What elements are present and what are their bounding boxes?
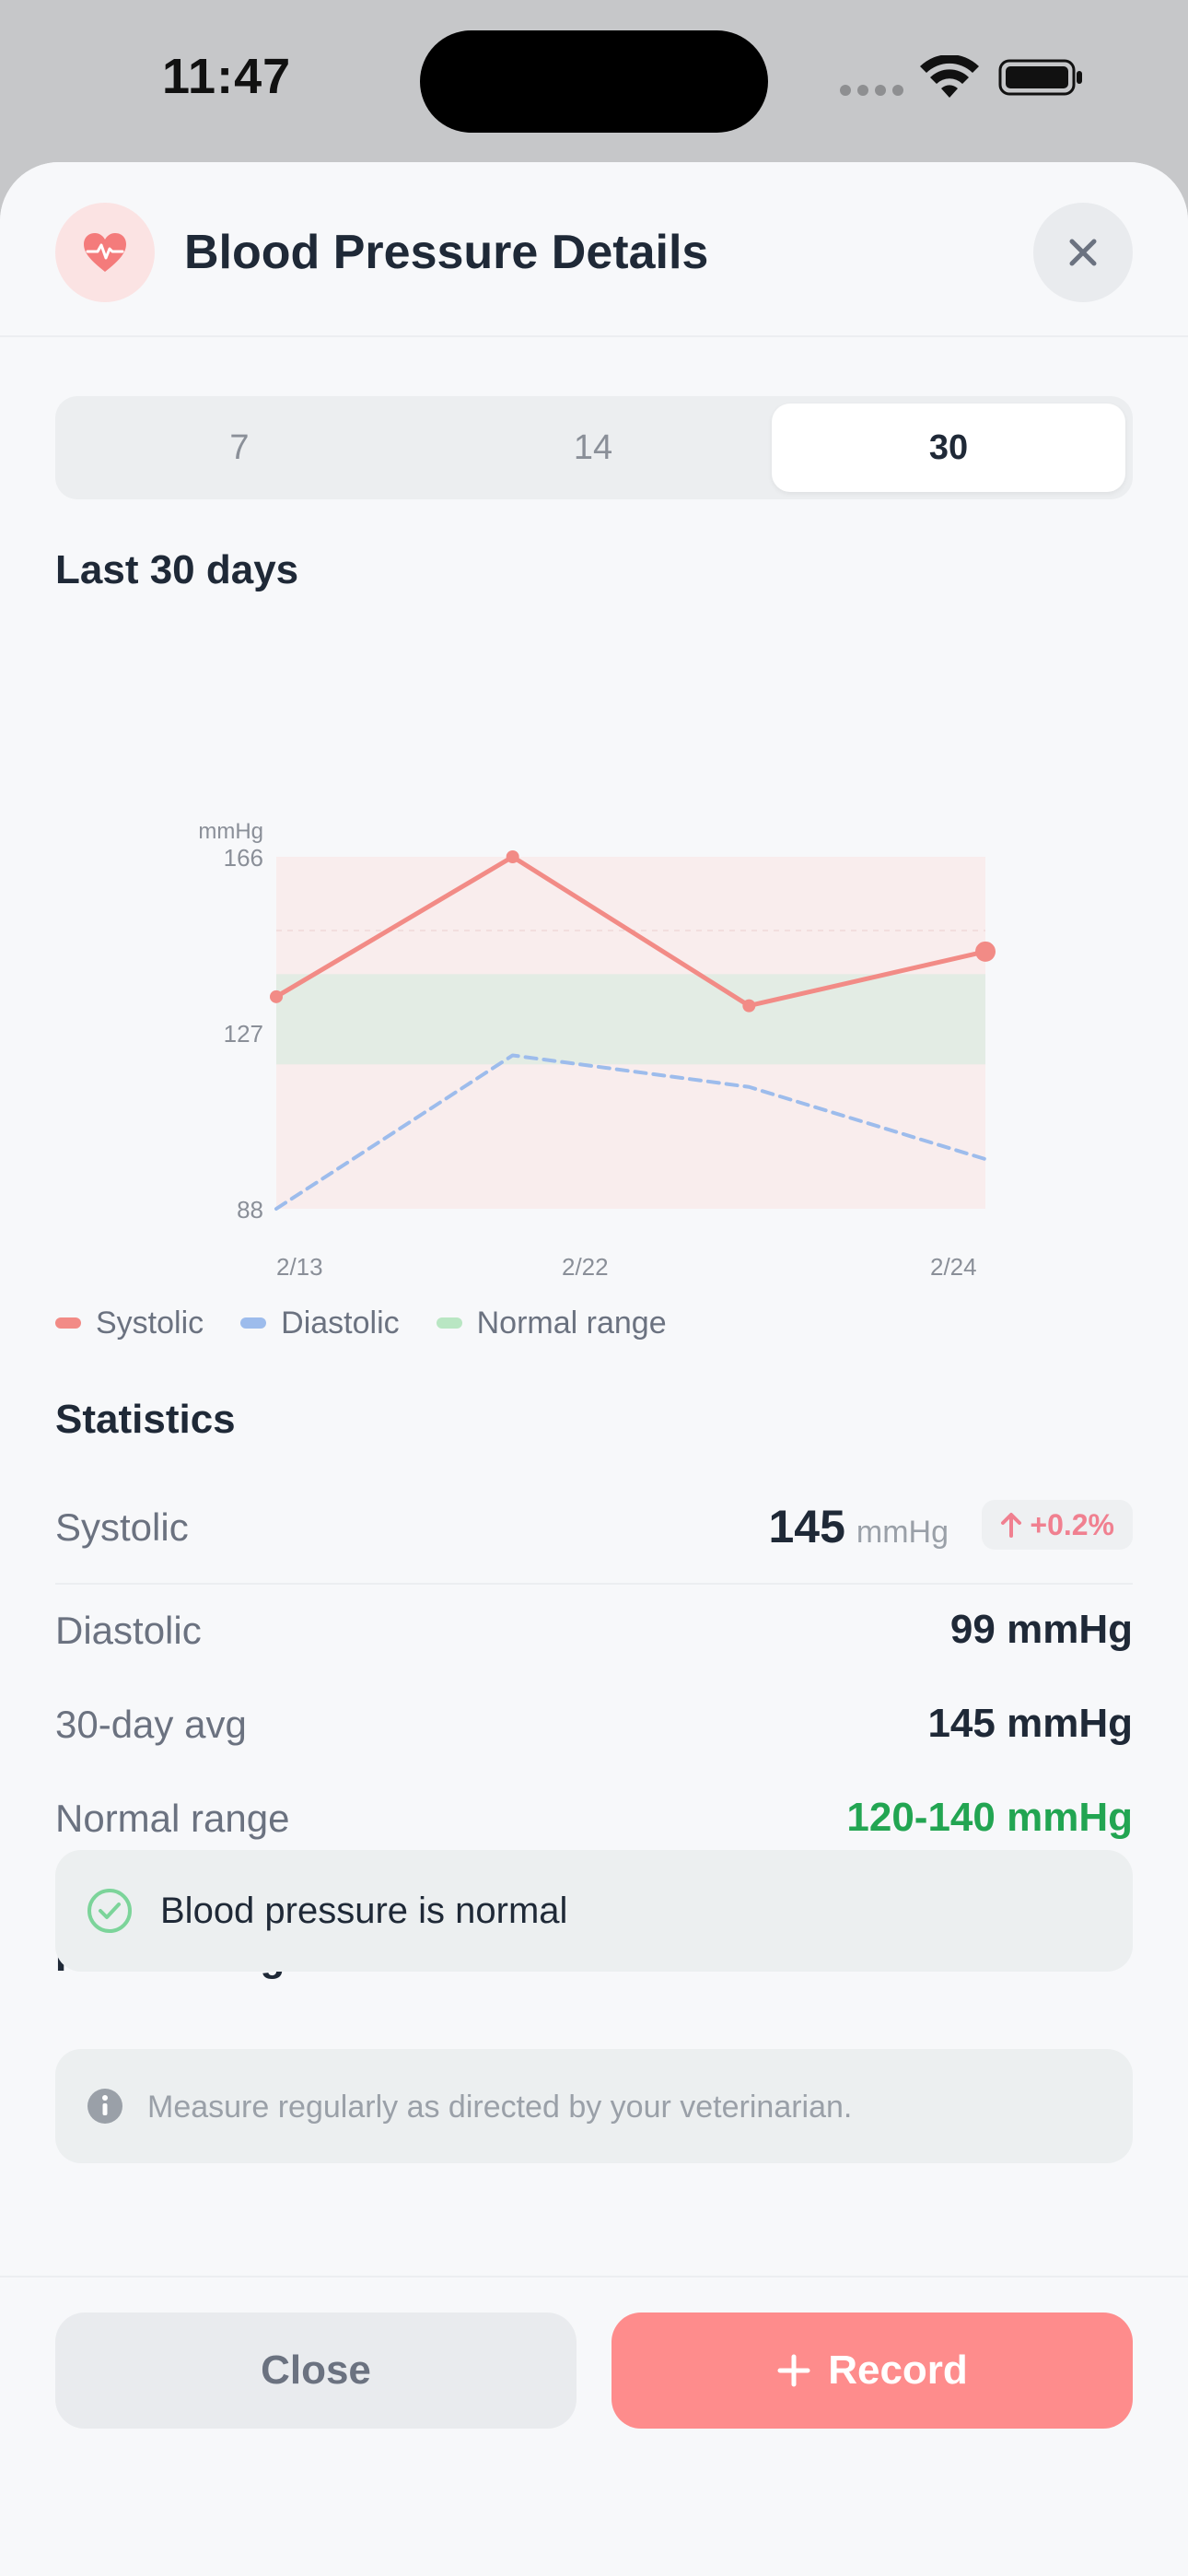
note-text: Measure regularly as directed by your ve… (147, 2090, 853, 2125)
x-tick-label: 2/22 (562, 1253, 609, 1281)
trend-value: +0.2% (1030, 1507, 1114, 1541)
stat-value-systolic-group: 145 mmHg (768, 1500, 949, 1553)
stat-value-systolic: 145 (768, 1501, 845, 1552)
y-tick-label: 127 (224, 1020, 263, 1048)
status-time: 11:47 (162, 49, 292, 104)
close-icon-button[interactable] (1033, 203, 1133, 302)
stat-divider (55, 1583, 1133, 1585)
legend-label-normal-range: Normal range (476, 1305, 667, 1341)
legend-swatch-diastolic (240, 1317, 267, 1329)
chart-section-title: Last 30 days (55, 547, 299, 592)
sheet-header: Blood Pressure Details (0, 162, 1188, 337)
stat-value-diastolic: 99 mmHg (949, 1607, 1133, 1652)
arrow-up-icon (1001, 1513, 1022, 1538)
legend-label-systolic: Systolic (96, 1305, 204, 1341)
statistics-title: Statistics (55, 1397, 236, 1442)
footer-divider (0, 2276, 1188, 2277)
normal-range-band (276, 974, 985, 1065)
page-title: Blood Pressure Details (184, 226, 709, 279)
legend-label-diastolic: Diastolic (281, 1305, 400, 1341)
x-tick-label: 2/24 (930, 1253, 977, 1281)
data-point-systolic (742, 999, 756, 1013)
legend-swatch-systolic (55, 1317, 81, 1329)
stat-label-normal-range: Normal range (55, 1797, 290, 1840)
series-line-diastolic (274, 1053, 987, 1211)
data-point-systolic (270, 989, 283, 1003)
data-point-systolic (975, 941, 996, 962)
info-icon (87, 2089, 122, 2124)
segment-30-days[interactable]: 30 (772, 404, 1125, 492)
stat-row-systolic: Systolic 145 mmHg +0.2% (55, 1500, 1133, 1592)
wifi-icon (920, 55, 979, 98)
battery-icon (998, 59, 1082, 96)
stat-row-diastolic: Diastolic 99 mmHg (55, 1605, 1133, 1697)
stat-value-average: 145 mmHg (927, 1701, 1133, 1746)
y-tick-label: 166 (224, 844, 263, 872)
blood-pressure-chart: mmHg 88 127 166 2/13 2/22 2/24 (0, 798, 1188, 1295)
y-axis-unit-label: mmHg (198, 819, 263, 844)
legend-item-normal-range: Normal range (436, 1305, 667, 1341)
note-card: Measure regularly as directed by your ve… (55, 2049, 1133, 2163)
check-circle-icon (87, 1889, 132, 1933)
segment-14-days[interactable]: 14 (573, 427, 613, 467)
legend-item-diastolic: Diastolic (240, 1305, 400, 1341)
segment-7-days[interactable]: 7 (229, 427, 250, 467)
chart-svg: mmHg 88 127 166 2/13 2/22 2/24 (198, 819, 996, 1281)
legend-swatch-normal-range (436, 1317, 462, 1329)
stat-label-diastolic: Diastolic (55, 1609, 202, 1652)
record-button-label: Record (828, 2348, 968, 2393)
stat-value-normal-range: 120-140 mmHg (846, 1795, 1133, 1840)
legend-item-systolic: Systolic (55, 1306, 204, 1341)
y-tick-label: 88 (237, 1196, 263, 1224)
close-button[interactable]: Close (55, 2313, 577, 2429)
trend-badge: +0.2% (982, 1500, 1133, 1550)
x-tick-label: 2/13 (276, 1253, 323, 1281)
bottom-sheet: Blood Pressure Details 7 14 30 Last 30 d… (0, 162, 1188, 2576)
status-bar: 11:47 (0, 0, 1188, 162)
stat-unit-systolic: mmHg (856, 1515, 949, 1550)
series-line-systolic (274, 854, 988, 1009)
cellular-signal-icon (840, 85, 904, 98)
insight-message: Blood pressure is normal (160, 1891, 568, 1931)
insight-card: Blood pressure is normal (55, 1850, 1133, 1972)
stat-label-systolic: Systolic (55, 1505, 189, 1549)
data-point-systolic (506, 850, 519, 863)
record-button[interactable]: Record (611, 2313, 1133, 2429)
chart-legend: Systolic Diastolic Normal range (55, 1305, 704, 1341)
period-segmented-control: 7 14 30 (55, 396, 1133, 499)
stat-row-normal-range: Normal range 120-140 mmHg (55, 1793, 1133, 1885)
stat-row-average: 30-day avg 145 mmHg (55, 1699, 1133, 1791)
heart-pulse-icon (55, 203, 155, 302)
plus-icon (777, 2354, 810, 2387)
stat-label-average: 30-day avg (55, 1703, 247, 1746)
close-button-label: Close (261, 2348, 371, 2393)
dynamic-island (420, 30, 768, 133)
